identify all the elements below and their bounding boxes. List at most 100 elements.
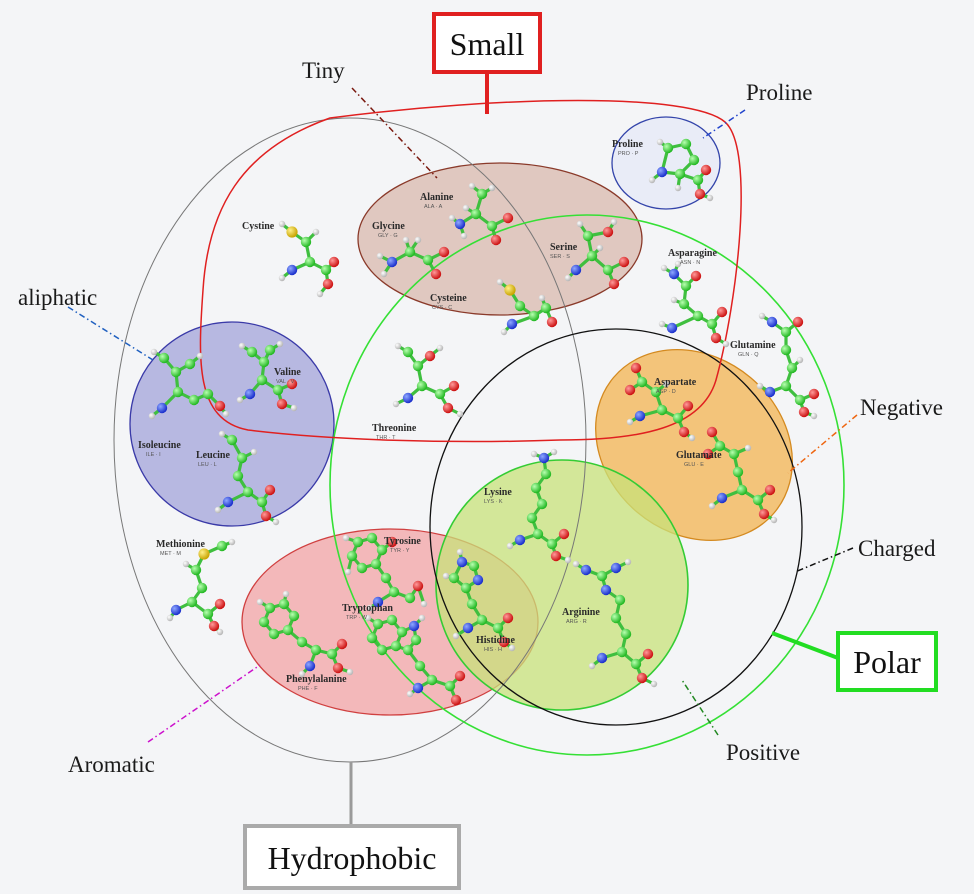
atom-h	[276, 340, 284, 348]
atom-c	[388, 586, 400, 598]
molecule-phenylalanine	[256, 590, 354, 678]
atom-h	[810, 412, 818, 420]
atom-o	[424, 350, 436, 362]
atom-h	[278, 274, 286, 282]
atom-c	[620, 628, 632, 640]
atom-c	[434, 388, 446, 400]
atom-c	[282, 624, 294, 636]
atom-h	[214, 506, 222, 514]
atom-h	[196, 352, 204, 360]
atom-o	[546, 316, 558, 328]
atom-n	[766, 316, 778, 328]
charged-set-outline	[429, 328, 803, 726]
atom-h	[238, 342, 246, 350]
molecule-histidine	[442, 548, 516, 652]
proline-set-label: Proline	[746, 80, 812, 105]
atom-h	[670, 296, 678, 304]
atom-n	[570, 264, 582, 276]
atom-o	[630, 362, 642, 374]
atom-n	[408, 620, 420, 632]
atom-c	[396, 626, 408, 638]
atom-o	[690, 270, 702, 282]
atom-h	[708, 502, 716, 510]
molecule-serine	[564, 218, 630, 290]
atom-h	[506, 542, 514, 550]
aa-name-asparagine: Asparagine	[668, 248, 717, 259]
atom-c	[264, 344, 276, 356]
atom-o	[700, 164, 712, 176]
atom-c	[602, 264, 614, 276]
atom-c	[202, 388, 214, 400]
atom-h	[148, 412, 156, 420]
atom-n	[506, 318, 518, 330]
aa-code-isoleucine: ILE · I	[146, 452, 161, 458]
atom-h	[508, 644, 516, 652]
atom-c	[410, 634, 422, 646]
proline-leader-line	[702, 109, 746, 139]
atom-n	[402, 392, 414, 404]
atom-c	[706, 318, 718, 330]
atom-c	[288, 610, 300, 622]
atom-c	[226, 434, 238, 446]
molecule-glutamine	[756, 312, 820, 420]
positive-region	[435, 459, 689, 711]
aromatic-leader-line	[147, 664, 261, 743]
atom-h	[550, 448, 558, 456]
atom-c	[372, 618, 384, 630]
aliphatic-label: aliphatic	[18, 285, 97, 310]
aa-name-leucine: Leucine	[196, 450, 230, 461]
molecule-leucine	[214, 430, 280, 526]
atom-n	[462, 622, 474, 634]
hydrophobic-label: Hydrophobic	[268, 840, 437, 876]
atom-c	[186, 596, 198, 608]
atom-h	[312, 228, 320, 236]
atom-h	[218, 430, 226, 438]
atom-o	[702, 448, 714, 460]
atom-c	[468, 560, 480, 572]
atom-h	[316, 290, 324, 298]
polar-label-box: Polar	[836, 631, 938, 692]
atom-c	[680, 280, 692, 292]
atom-h	[648, 176, 656, 184]
atom-h	[344, 568, 352, 576]
aa-code-lysine: LYS · K	[484, 499, 503, 505]
atom-h	[576, 220, 584, 228]
atom-h	[500, 328, 508, 336]
atom-h	[418, 614, 426, 622]
atom-n	[244, 388, 256, 400]
aa-name-glycine: Glycine	[372, 221, 405, 232]
atom-h	[452, 632, 460, 640]
atom-c	[688, 154, 700, 166]
aa-name-methionine: Methionine	[156, 539, 205, 550]
atom-h	[282, 590, 290, 598]
atom-c	[672, 412, 684, 424]
atom-c	[366, 532, 378, 544]
atom-o	[498, 636, 510, 648]
atom-c	[386, 614, 398, 626]
atom-h	[496, 278, 504, 286]
atom-n	[634, 410, 646, 422]
molecule-cysteine-tiny	[496, 278, 558, 336]
atom-c	[540, 302, 552, 314]
atom-c	[258, 356, 270, 368]
atom-c	[304, 256, 316, 268]
atom-c	[714, 440, 726, 452]
atom-o	[694, 188, 706, 200]
atom-h	[660, 264, 668, 272]
molecule-tryptophan	[364, 614, 466, 706]
atom-n	[610, 562, 622, 574]
atom-h	[364, 614, 372, 622]
atom-c	[546, 538, 558, 550]
atom-n	[716, 492, 728, 504]
atom-h	[770, 516, 778, 524]
atom-c	[256, 374, 268, 386]
atom-h	[250, 448, 258, 456]
atom-o	[276, 398, 288, 410]
atom-c	[596, 570, 608, 582]
atom-c	[530, 482, 542, 494]
tiny-label: Tiny	[302, 58, 345, 83]
atom-o	[438, 246, 450, 258]
aa-name-isoleucine: Isoleucine	[138, 440, 181, 451]
